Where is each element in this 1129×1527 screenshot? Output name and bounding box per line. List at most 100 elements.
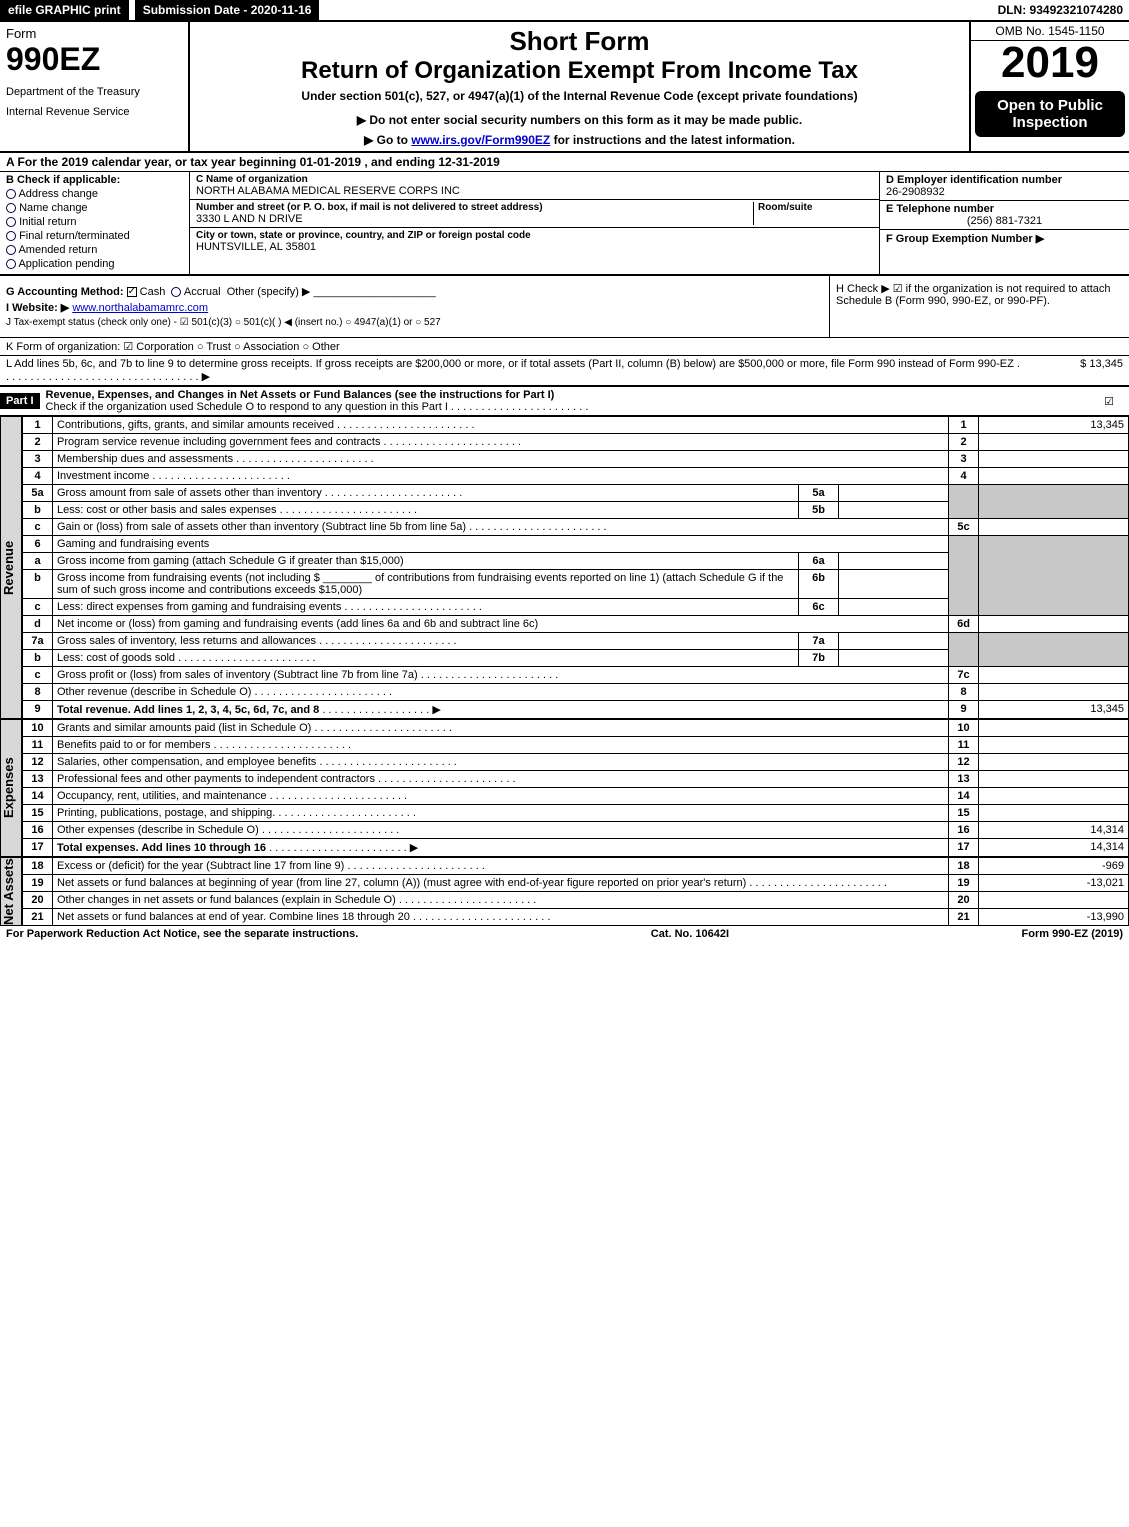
line13-amt [979,771,1129,788]
section-def: D Employer identification number 26-2908… [879,172,1129,274]
line6-desc: Gaming and fundraising events [57,538,209,550]
line6b-mid: of contributions from [375,572,475,584]
gh-block: G Accounting Method: Cash Accrual Other … [0,276,1129,338]
title-center: Short Form Return of Organization Exempt… [190,22,969,151]
line14-desc: Occupancy, rent, utilities, and maintena… [57,790,267,802]
line8-desc: Other revenue (describe in Schedule O) [57,686,251,698]
part-i-badge: Part I [0,393,40,409]
dept-irs: Internal Revenue Service [6,106,182,118]
line16-desc: Other expenses (describe in Schedule O) [57,824,259,836]
line7a-desc: Gross sales of inventory, less returns a… [57,635,316,647]
line15-desc: Printing, publications, postage, and shi… [57,807,275,819]
dln-text: DLN: 93492321074280 [998,3,1129,17]
g-cash: Cash [140,286,166,298]
title-right: OMB No. 1545-1150 2019 Open to Public In… [969,22,1129,151]
line9-desc: Total revenue. Add lines 1, 2, 3, 4, 5c,… [57,704,319,716]
line6b-pre: Gross income from fundraising events (no… [57,572,320,584]
b-name-change: Name change [19,202,88,214]
line1-desc: Contributions, gifts, grants, and simila… [57,419,334,431]
line3-amt [979,451,1129,468]
do-not-disclose: ▶ Do not enter social security numbers o… [198,113,961,127]
line9-amt: 13,345 [979,701,1129,719]
c-room-label: Room/suite [758,202,873,213]
line19-desc: Net assets or fund balances at beginning… [57,877,746,889]
line11-amt [979,737,1129,754]
ein: 26-2908932 [886,186,1123,198]
line2-desc: Program service revenue including govern… [57,436,380,448]
expenses-label: Expenses [0,719,22,857]
line16-amt: 14,314 [979,822,1129,839]
line18-amt: -969 [979,858,1129,875]
line11-desc: Benefits paid to or for members [57,739,210,751]
l-line: L Add lines 5b, 6c, and 7b to line 9 to … [0,356,1129,387]
line10-amt [979,720,1129,737]
form-word: Form [6,26,182,41]
line10-desc: Grants and similar amounts paid (list in… [57,722,311,734]
org-street: 3330 L AND N DRIVE [196,213,753,225]
line12-desc: Salaries, other compensation, and employ… [57,756,316,768]
goto-link[interactable]: www.irs.gov/Form990EZ [411,133,550,147]
main-title: Return of Organization Exempt From Incom… [198,57,961,85]
line4-amt [979,468,1129,485]
line5c-amt [979,519,1129,536]
goto-line: ▶ Go to www.irs.gov/Form990EZ for instru… [198,133,961,147]
e-label: E Telephone number [886,203,1123,215]
header-bar: efile GRAPHIC print Submission Date - 20… [0,0,1129,22]
line2-amt [979,434,1129,451]
part-i-checkbox[interactable]: ☑ [1089,395,1129,408]
efile-button[interactable]: efile GRAPHIC print [0,0,129,20]
b-initial-return: Initial return [19,216,76,228]
line8-amt [979,684,1129,701]
line17-desc: Total expenses. Add lines 10 through 16 [57,842,266,854]
title-block: Form 990EZ Department of the Treasury In… [0,22,1129,153]
g-other: Other (specify) ▶ [227,286,311,298]
l-value: $ 13,345 [1023,358,1123,383]
form-number: 990EZ [6,41,182,78]
expenses-table: 10Grants and similar amounts paid (list … [22,719,1129,857]
goto-pre: ▶ Go to [364,133,411,147]
line7c-desc: Gross profit or (loss) from sales of inv… [57,669,418,681]
line20-amt [979,892,1129,909]
j-line: J Tax-exempt status (check only one) - ☑… [6,317,823,328]
netassets-table: 18Excess or (deficit) for the year (Subt… [22,857,1129,926]
i-label: I Website: ▶ [6,302,69,314]
g-accrual-checkbox[interactable] [171,287,181,297]
line15-amt [979,805,1129,822]
org-city: HUNTSVILLE, AL 35801 [196,241,873,253]
g-cash-checkbox[interactable] [127,287,137,297]
open-to-public: Open to Public Inspection [975,91,1125,137]
line5a-desc: Gross amount from sale of assets other t… [57,487,322,499]
footer-center: Cat. No. 10642I [358,928,1021,940]
line1-amt: 13,345 [979,417,1129,434]
website-link[interactable]: www.northalabamamrc.com [72,302,208,314]
line6d-desc: Net income or (loss) from gaming and fun… [57,618,538,630]
line6d-amt [979,616,1129,633]
b-amended-return: Amended return [18,244,97,256]
part-i-title: Revenue, Expenses, and Changes in Net As… [46,389,555,401]
footer: For Paperwork Reduction Act Notice, see … [0,926,1129,942]
revenue-label: Revenue [0,416,22,719]
line12-amt [979,754,1129,771]
netassets-label: Net Assets [0,857,22,926]
b-final-return: Final return/terminated [19,230,130,242]
line7b-desc: Less: cost of goods sold [57,652,175,664]
k-line: K Form of organization: ☑ Corporation ○ … [0,338,1129,356]
b-label: B Check if applicable: [6,174,183,186]
f-label: F Group Exemption Number ▶ [886,232,1123,245]
c-city-label: City or town, state or province, country… [196,230,873,241]
line7c-amt [979,667,1129,684]
line17-amt: 14,314 [979,839,1129,857]
line21-amt: -13,990 [979,909,1129,926]
line4-desc: Investment income [57,470,149,482]
line6a-desc: Gross income from gaming (attach Schedul… [57,555,404,567]
c-street-label: Number and street (or P. O. box, if mail… [196,202,753,213]
section-c: C Name of organization NORTH ALABAMA MED… [190,172,879,274]
line3-desc: Membership dues and assessments [57,453,233,465]
line19-amt: -13,021 [979,875,1129,892]
org-name: NORTH ALABAMA MEDICAL RESERVE CORPS INC [196,185,873,197]
submission-button[interactable]: Submission Date - 2020-11-16 [135,0,320,20]
part-i-checkline: Check if the organization used Schedule … [46,401,589,413]
under-title: Under section 501(c), 527, or 4947(a)(1)… [198,89,961,103]
info-block: B Check if applicable: Address change Na… [0,172,1129,276]
b-application-pending: Application pending [18,258,114,270]
